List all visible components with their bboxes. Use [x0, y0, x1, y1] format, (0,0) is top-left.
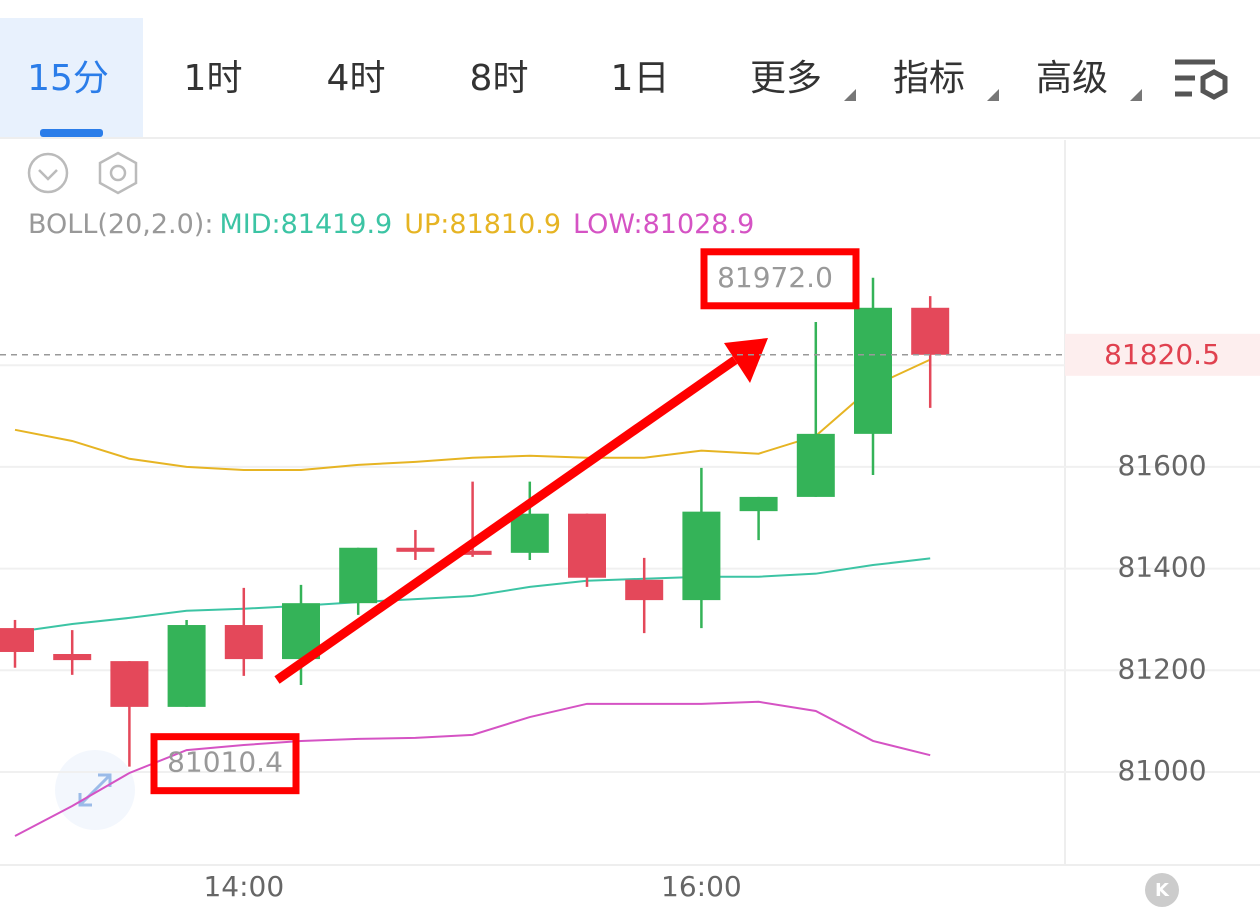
legend-entry: UP:81810.9 [404, 209, 561, 240]
candle-body [568, 513, 606, 578]
x-tick-label: 16:00 [661, 870, 742, 903]
indicator-name: BOLL(20,2.0): [28, 209, 213, 240]
expand-icon [78, 773, 112, 807]
candle-body [739, 496, 778, 512]
tab[interactable]: 1时 [184, 58, 243, 99]
legend-entry: LOW:81028.9 [573, 209, 754, 240]
y-tick-label: 81600 [1117, 449, 1206, 482]
candle-body [682, 511, 721, 601]
y-tick-label: 81000 [1117, 754, 1206, 787]
boll-line [14, 557, 931, 634]
candle-body [911, 307, 950, 355]
candle-body [625, 579, 664, 601]
candle-body [854, 307, 892, 434]
tab[interactable]: 高级 [1036, 58, 1108, 99]
k-button[interactable] [1145, 873, 1179, 907]
legend-entry: MID:81419.9 [219, 209, 392, 240]
chart-tools[interactable] [27, 151, 138, 195]
candle-body [396, 547, 435, 552]
y-tick-label: 81400 [1117, 551, 1206, 584]
price-annotation: 81972.0 [717, 261, 833, 294]
current-price-bg [1065, 333, 1260, 376]
candle-body [224, 625, 263, 660]
k-icon: K [1155, 880, 1170, 901]
tab[interactable]: 15分 [27, 58, 109, 99]
dropdown-caret [1130, 89, 1142, 101]
boll-line [14, 358, 931, 471]
candle-body [339, 547, 378, 604]
trend-arrow [274, 338, 768, 684]
candle-body [796, 433, 835, 497]
tab[interactable]: 指标 [893, 58, 965, 99]
dropdown-caret [844, 89, 856, 101]
boll-line [14, 700, 931, 837]
plot [0, 277, 1260, 837]
candle-body [453, 550, 492, 555]
y-tick-label: 81200 [1117, 652, 1206, 685]
current-price-label: 81820.5 [1104, 338, 1220, 371]
highlight-box [150, 733, 300, 795]
tab[interactable]: 1日 [611, 58, 670, 99]
candle-body [110, 661, 149, 707]
candle-body [53, 654, 92, 661]
tab[interactable]: 4时 [327, 58, 386, 99]
tab[interactable]: 8时 [470, 58, 529, 99]
active-tab-bg [0, 18, 143, 138]
indicator-legend: BOLL(20,2.0): MID:81419.9 UP:81810.9 LOW:81… [28, 209, 754, 240]
candle-body [0, 628, 34, 652]
dropdown-caret [987, 89, 999, 101]
settings-icon[interactable] [1175, 59, 1228, 100]
x-tick-label: 14:00 [203, 870, 284, 903]
highlight-box [700, 248, 860, 310]
candle-body [167, 625, 206, 707]
tab[interactable]: 更多 [750, 58, 822, 99]
price-annotation: 81010.4 [167, 746, 283, 779]
candle-body [510, 513, 549, 553]
active-tab-indicator [40, 129, 103, 137]
